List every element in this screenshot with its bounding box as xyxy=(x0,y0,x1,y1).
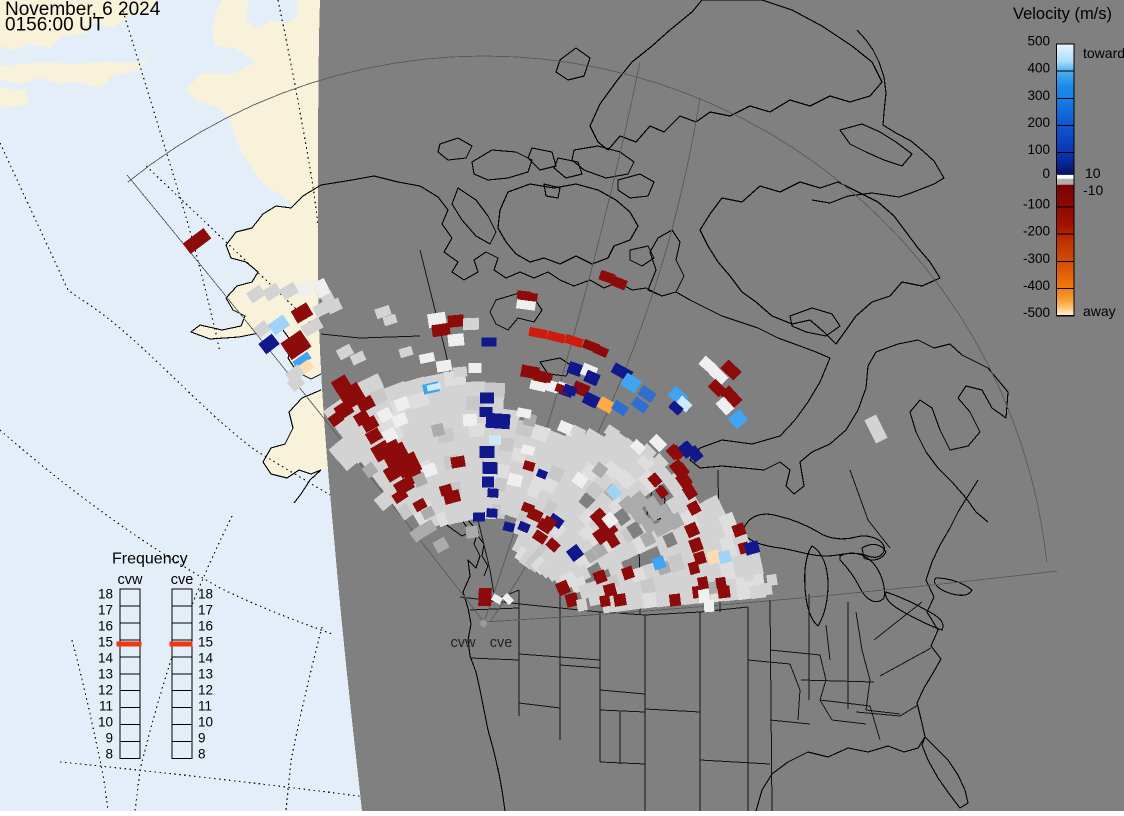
svg-text:13: 13 xyxy=(198,666,213,681)
svg-text:16: 16 xyxy=(198,618,213,633)
svg-text:17: 17 xyxy=(98,602,113,617)
svg-text:200: 200 xyxy=(1027,115,1050,130)
svg-text:10: 10 xyxy=(1085,165,1101,181)
svg-text:cvw: cvw xyxy=(118,572,144,588)
svg-text:15: 15 xyxy=(198,634,213,649)
svg-text:18: 18 xyxy=(198,586,213,601)
svg-text:400: 400 xyxy=(1027,61,1050,76)
svg-text:Frequency: Frequency xyxy=(112,551,188,568)
svg-text:0: 0 xyxy=(1042,166,1050,181)
svg-text:16: 16 xyxy=(98,618,113,633)
svg-text:9: 9 xyxy=(198,730,206,745)
svg-text:18: 18 xyxy=(98,586,113,601)
svg-text:-500: -500 xyxy=(1023,305,1050,320)
svg-text:14: 14 xyxy=(198,650,214,665)
svg-text:8: 8 xyxy=(105,746,113,761)
svg-text:-100: -100 xyxy=(1023,197,1050,212)
svg-text:-400: -400 xyxy=(1023,278,1050,293)
svg-text:-300: -300 xyxy=(1023,251,1050,266)
svg-text:November, 6 2024: November, 6 2024 xyxy=(5,0,161,20)
svg-text:-10: -10 xyxy=(1083,182,1103,198)
svg-text:9: 9 xyxy=(105,730,113,745)
svg-text:13: 13 xyxy=(98,666,113,681)
svg-text:12: 12 xyxy=(98,682,113,697)
svg-text:300: 300 xyxy=(1027,88,1050,103)
svg-text:11: 11 xyxy=(198,698,212,713)
svg-text:-200: -200 xyxy=(1023,224,1050,239)
svg-text:17: 17 xyxy=(198,602,213,617)
svg-text:Velocity (m/s): Velocity (m/s) xyxy=(1013,5,1112,23)
svg-text:toward: toward xyxy=(1083,45,1124,61)
svg-text:10: 10 xyxy=(198,714,213,729)
svg-text:away: away xyxy=(1083,303,1116,319)
svg-text:cve: cve xyxy=(490,635,513,651)
svg-text:12: 12 xyxy=(198,682,213,697)
svg-text:cvw: cvw xyxy=(451,635,477,651)
svg-text:cve: cve xyxy=(171,572,194,588)
svg-text:15: 15 xyxy=(98,634,113,649)
svg-text:14: 14 xyxy=(98,650,114,665)
svg-text:11: 11 xyxy=(99,698,113,713)
svg-text:10: 10 xyxy=(98,714,113,729)
svg-text:100: 100 xyxy=(1027,142,1050,157)
svg-text:8: 8 xyxy=(198,746,206,761)
svg-text:500: 500 xyxy=(1027,34,1050,49)
svg-text:0156:00 UT: 0156:00 UT xyxy=(5,15,105,36)
